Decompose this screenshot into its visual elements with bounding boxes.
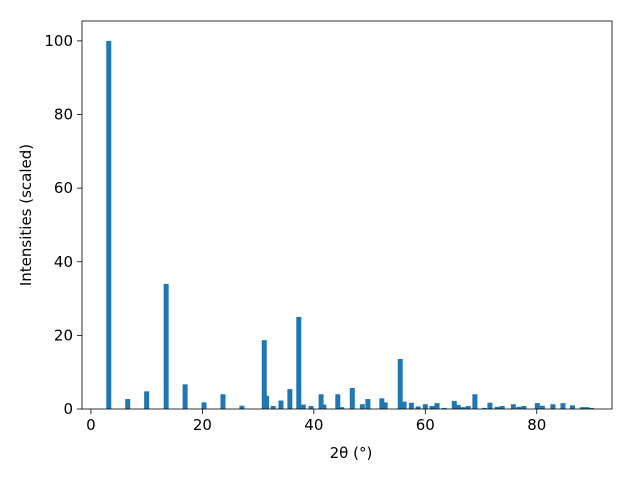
axes-frame	[81, 20, 613, 410]
bar	[516, 406, 522, 409]
bar	[569, 405, 575, 409]
bar	[163, 283, 169, 409]
bar	[429, 406, 435, 409]
bar	[182, 384, 188, 409]
bar	[382, 402, 388, 409]
bar	[220, 394, 226, 409]
bar	[510, 404, 516, 409]
x-tick-label: 60	[416, 416, 435, 434]
y-tick-label: 80	[54, 106, 73, 124]
x-tick-label: 40	[304, 416, 323, 434]
bar	[300, 404, 306, 409]
bar	[401, 401, 407, 409]
bar	[499, 406, 505, 409]
bar	[339, 407, 345, 409]
bar	[296, 316, 302, 409]
bar	[349, 388, 355, 409]
bar	[321, 404, 327, 409]
bar	[270, 406, 276, 409]
y-tick-label: 40	[54, 253, 73, 271]
bar	[201, 402, 207, 409]
bar	[263, 395, 269, 409]
bar	[125, 399, 131, 409]
bar	[278, 400, 284, 409]
bar	[408, 402, 414, 409]
bar	[579, 407, 585, 409]
bar	[451, 400, 457, 409]
bar	[239, 405, 245, 409]
bar	[521, 406, 527, 409]
bar	[550, 404, 556, 409]
bar	[318, 394, 324, 409]
y-axis-label: Intensities (scaled)	[17, 144, 35, 286]
x-tick-label: 0	[86, 416, 96, 434]
bar	[335, 394, 341, 409]
bar	[560, 403, 566, 409]
bar	[422, 404, 428, 409]
bar	[465, 406, 471, 409]
bar	[144, 391, 150, 409]
x-tick-label: 80	[527, 416, 546, 434]
y-tick-label: 100	[44, 32, 73, 50]
bar	[308, 406, 314, 409]
bar	[415, 406, 421, 409]
bar	[359, 404, 365, 409]
x-axis-label: 2θ (°)	[330, 444, 373, 462]
bar	[534, 403, 540, 409]
bar	[365, 399, 371, 409]
bar	[261, 340, 267, 409]
bar	[460, 407, 466, 409]
bar	[434, 403, 440, 409]
bar	[487, 402, 493, 409]
bar	[455, 404, 461, 409]
bar	[397, 358, 403, 409]
y-tick-label: 20	[54, 326, 73, 344]
bar	[539, 405, 545, 409]
bar	[379, 398, 385, 409]
x-tick-label: 20	[193, 416, 212, 434]
bar	[106, 40, 112, 409]
bar	[472, 394, 478, 409]
y-tick-label: 60	[54, 179, 73, 197]
bar	[287, 389, 293, 409]
y-tick-label: 0	[63, 400, 73, 418]
bar	[584, 407, 590, 409]
bar	[481, 407, 487, 409]
bar	[494, 406, 500, 409]
bar	[588, 407, 594, 409]
bar	[441, 407, 447, 409]
